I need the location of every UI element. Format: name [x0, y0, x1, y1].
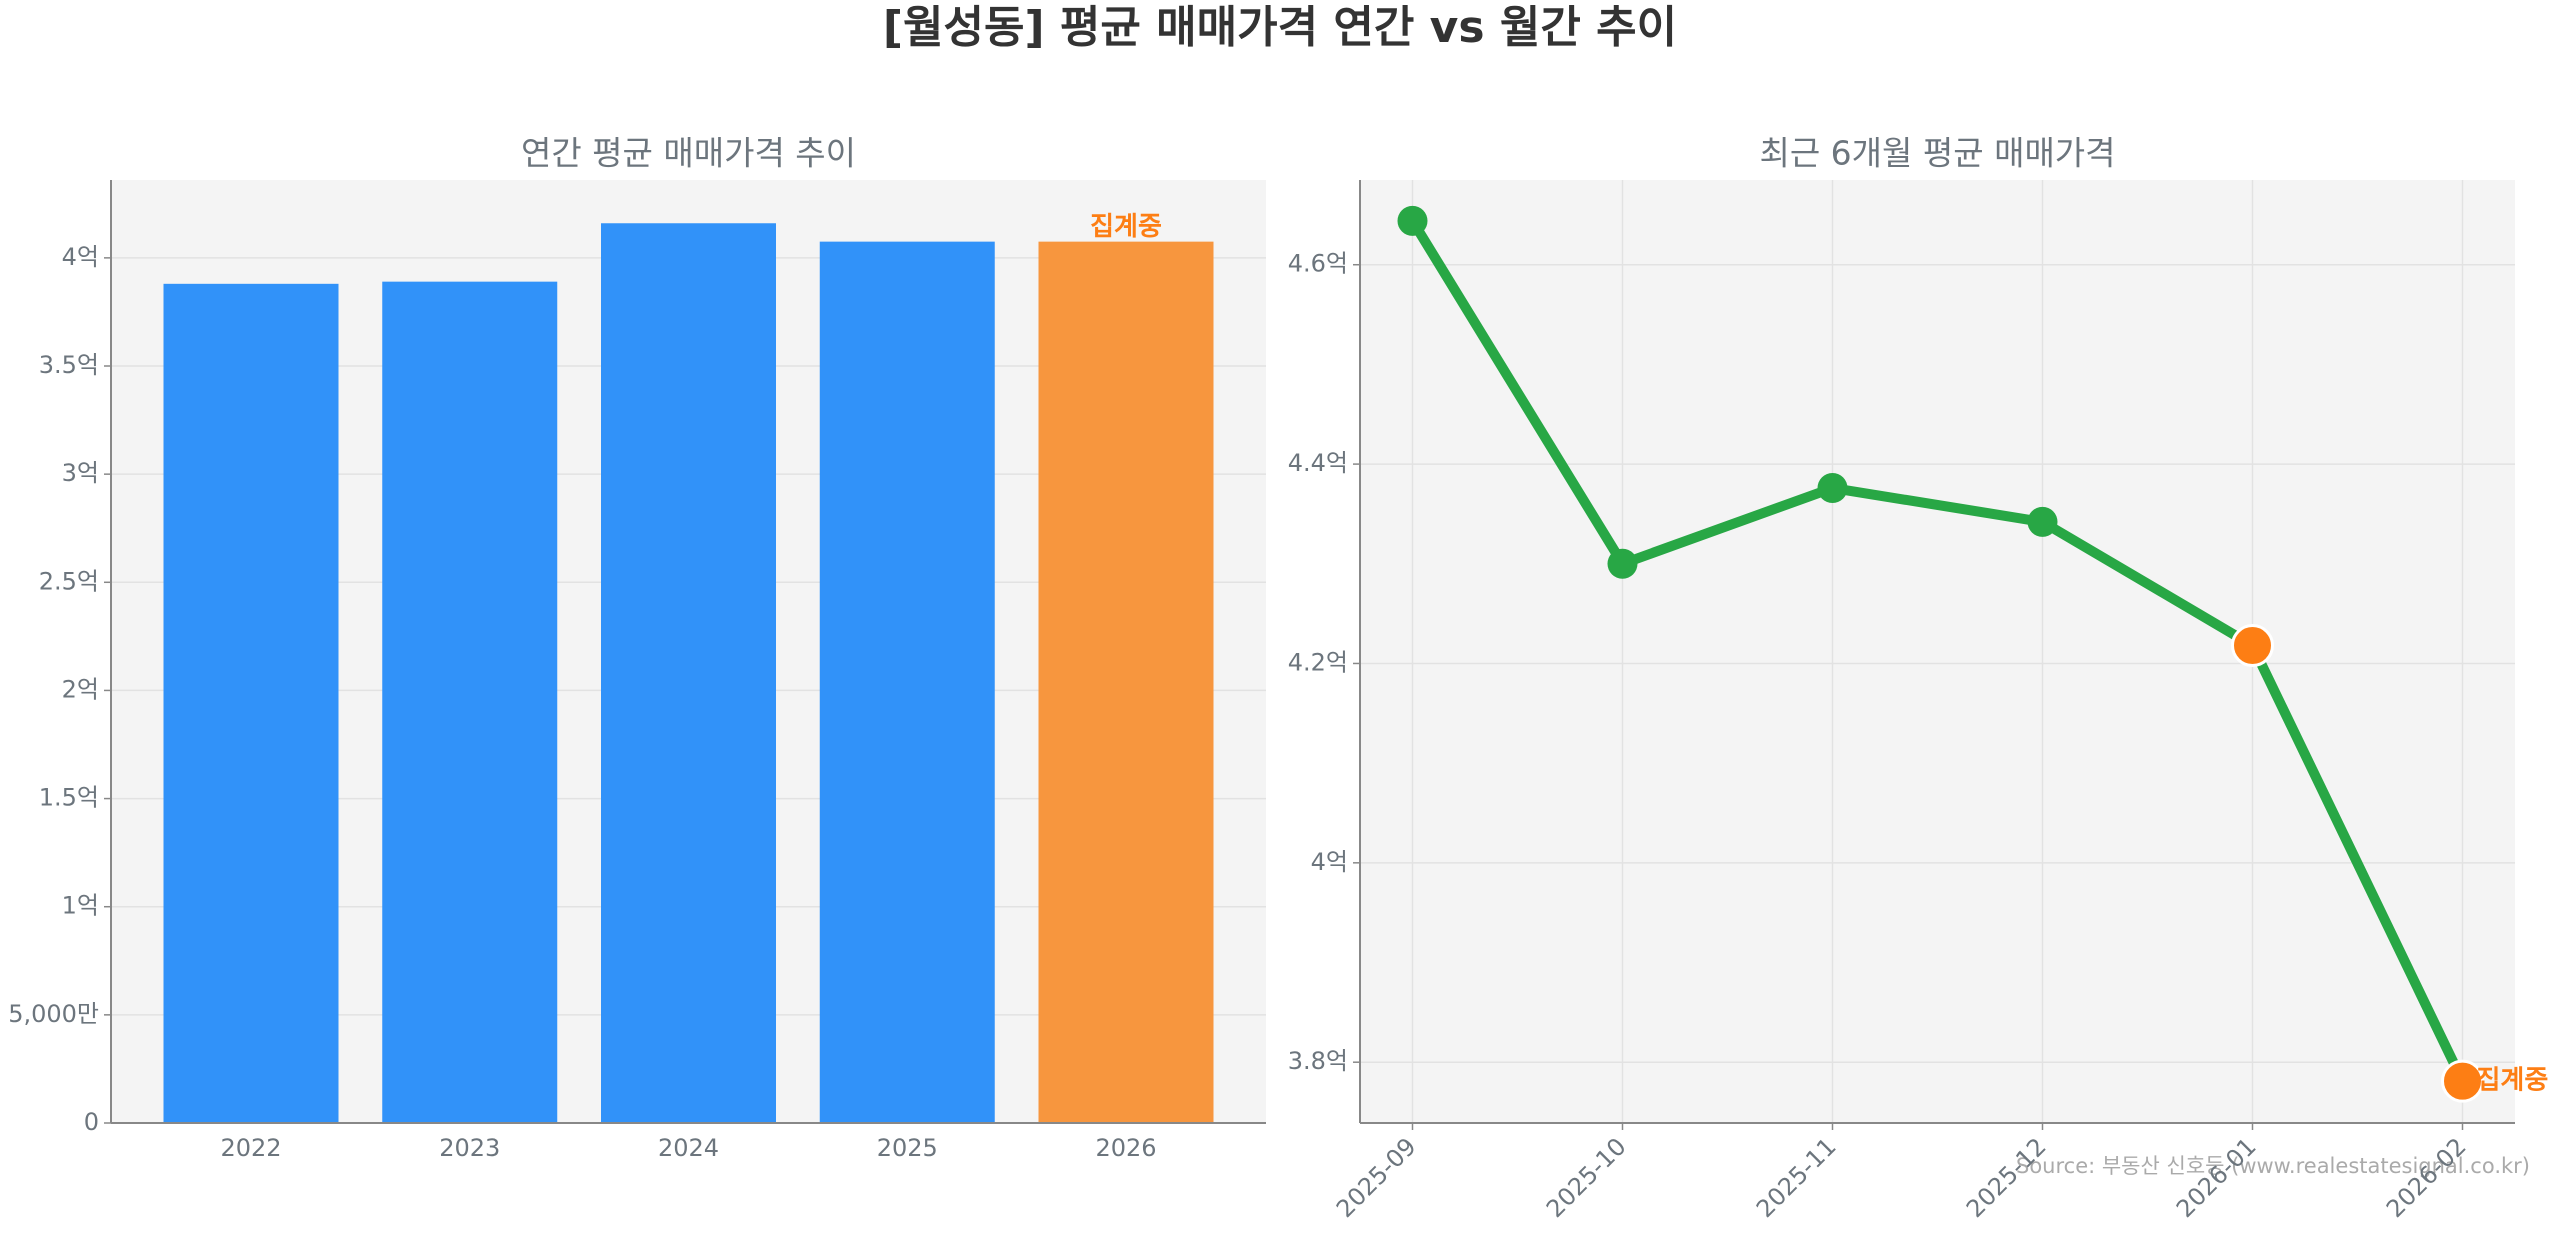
- y-tick-label: 4.4억: [1288, 449, 1348, 477]
- bar: [819, 241, 995, 1123]
- bar: [601, 223, 776, 1123]
- x-tick-label: 2025-09: [1331, 1132, 1422, 1223]
- source: Source: 부동산 신호등 (www.realestatesignal.co…: [2016, 1154, 2530, 1178]
- x-tick-label: 2023: [439, 1134, 500, 1162]
- marker: [1607, 548, 1638, 579]
- page-title: [월성동] 평균 매매가격 연간 vs 월간 추이: [883, 2, 1677, 53]
- chart-title: 연간 평균 매매가격 추이: [521, 134, 856, 173]
- y-tick-label: 4억: [1311, 848, 1348, 876]
- plot-area: [1360, 180, 2515, 1123]
- marker: [1397, 205, 1428, 236]
- annotation: 집계중: [1090, 212, 1162, 242]
- y-tick-label: 1억: [62, 892, 99, 920]
- x-tick-label: 2022: [220, 1134, 281, 1162]
- y-tick-label: 3.8억: [1288, 1047, 1348, 1075]
- y-tick-label: 3억: [62, 459, 99, 487]
- y-tick-label: 4.2억: [1288, 648, 1348, 676]
- marker: [1817, 473, 1848, 504]
- x-tick-label: 2025-11: [1751, 1132, 1842, 1223]
- bar: [1038, 241, 1214, 1123]
- bar: [382, 281, 558, 1123]
- y-tick-label: 3.5억: [39, 351, 99, 379]
- y-tick-label: 5,000만: [8, 1000, 99, 1028]
- annotation: 집계중: [2477, 1066, 2549, 1096]
- y-tick-label: 4.6억: [1288, 250, 1348, 278]
- marker: [2231, 624, 2274, 668]
- x-tick-label: 2025-10: [1541, 1132, 1632, 1223]
- y-tick-label: 0: [84, 1108, 99, 1136]
- y-tick-label: 2억: [62, 675, 99, 703]
- bar: [163, 283, 339, 1123]
- chart-title: 최근 6개월 평균 매매가격: [1759, 134, 2115, 173]
- y-tick-label: 4억: [62, 243, 99, 271]
- marker: [2441, 1059, 2484, 1103]
- y-tick-label: 1.5억: [39, 784, 99, 812]
- marker: [2027, 506, 2058, 537]
- x-tick-label: 2026: [1095, 1134, 1156, 1162]
- x-tick-label: 2024: [658, 1134, 719, 1162]
- line: [1408, 218, 2468, 1084]
- x-tick-label: 2025: [877, 1134, 938, 1162]
- y-tick-label: 2.5억: [39, 567, 99, 595]
